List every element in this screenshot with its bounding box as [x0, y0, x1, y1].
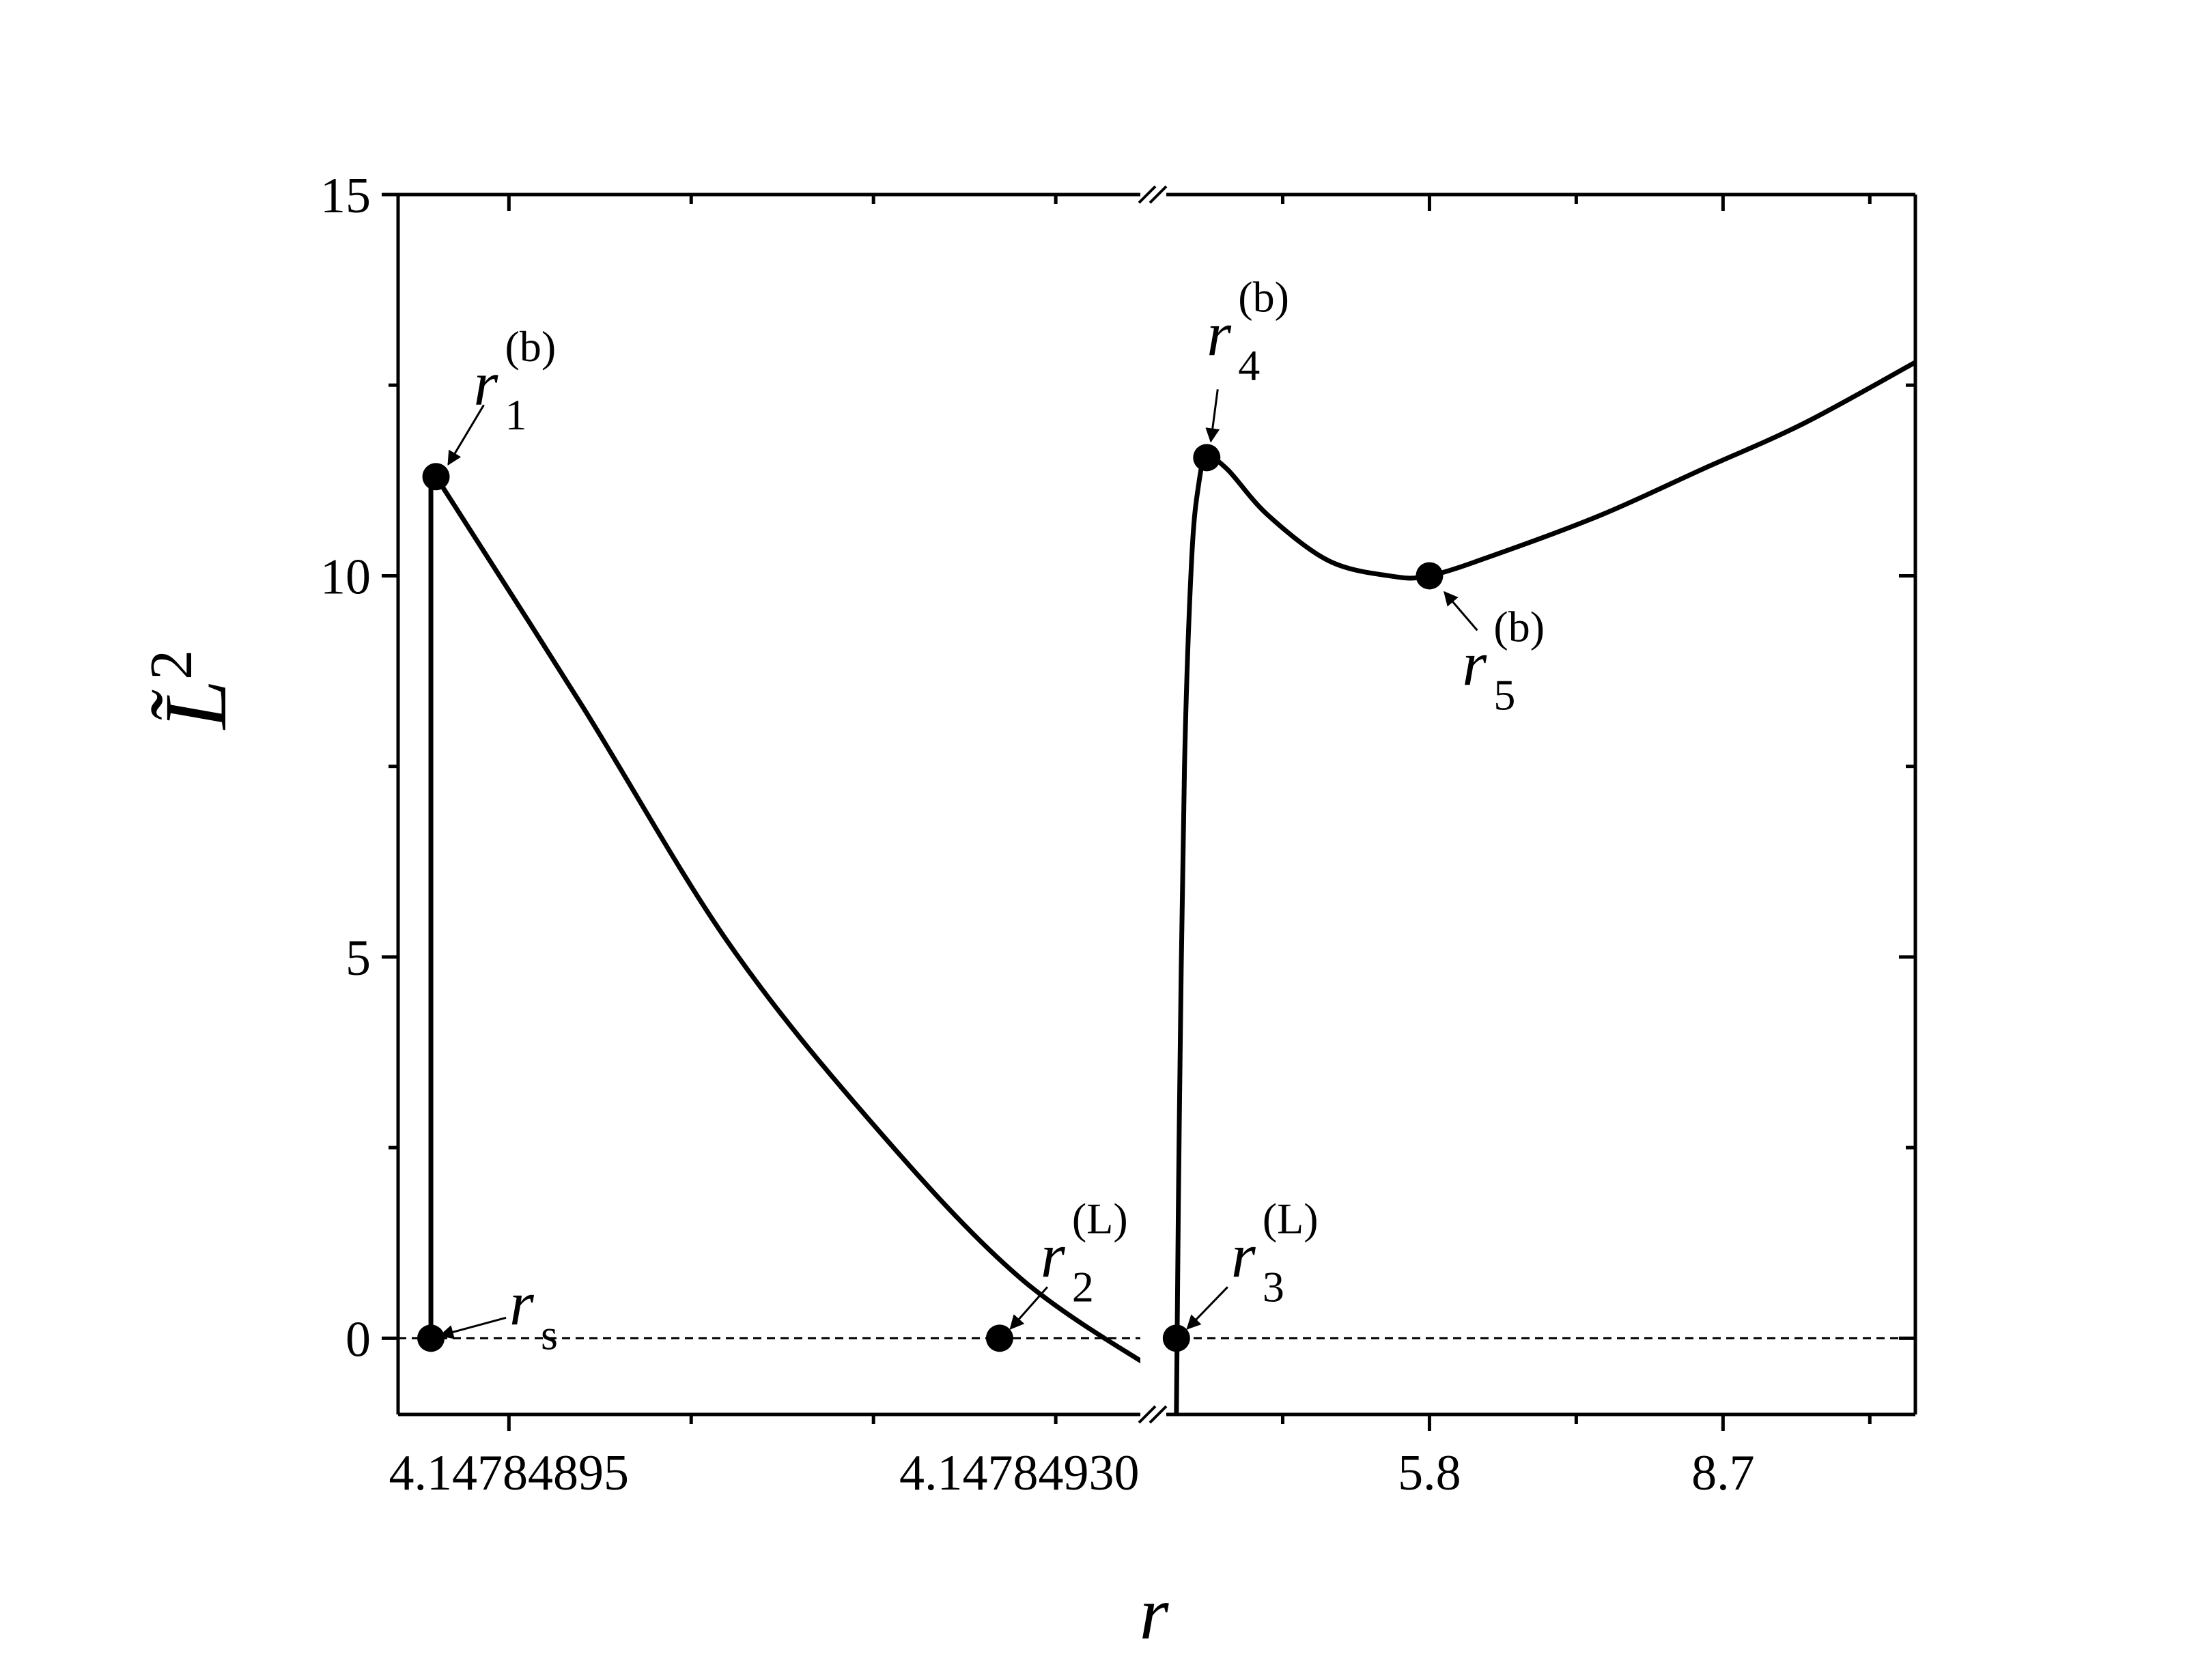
annotation-sub: 2: [1072, 1262, 1094, 1311]
annotation-arrow-4: [1205, 389, 1220, 443]
x-tick-label-right-1: 8.7: [1691, 1445, 1755, 1501]
annotation-arrow-2: [1009, 1286, 1049, 1330]
x-tick-label-left-0: 4.14784895: [389, 1445, 630, 1501]
point-annotations: r sr 1(b)r 2(L)r 3(L)r 4(b)r 5(b): [439, 272, 1545, 1358]
point-s: [417, 1324, 445, 1352]
y-axis-label: L̃2: [139, 650, 245, 730]
annotation-var: r: [474, 349, 499, 418]
plot-frame: [396, 193, 1917, 1416]
point-3: [1162, 1324, 1190, 1352]
curve-right-0: [1174, 360, 1915, 1414]
break-mark-1-0: [1138, 1405, 1157, 1424]
y-tick-label-5: 5: [346, 930, 371, 986]
annotation-arrow-s: [439, 1316, 507, 1339]
y-axis-label-main: L̃: [147, 680, 245, 730]
annotation-sub: 1: [505, 390, 527, 439]
annotation-sup: (b): [1238, 272, 1289, 321]
point-5: [1416, 562, 1444, 590]
annotation-label-2: r 2 (L): [1041, 1194, 1128, 1311]
y-tick-label-0: 0: [346, 1311, 371, 1367]
annotation-label-3: r 3 (L): [1231, 1194, 1319, 1311]
axis-break-marks: [1138, 185, 1168, 1424]
annotation-label-5: r 5 (b): [1462, 602, 1545, 719]
x-tick-label-left-1: 4.14784930: [899, 1445, 1140, 1501]
annotation-arrow-5: [1444, 590, 1478, 631]
break-mark-0-1: [1149, 185, 1168, 204]
annotation-var: r: [1231, 1221, 1256, 1290]
annotation-label-1: r 1 (b): [474, 322, 557, 439]
annotation-arrow-3: [1186, 1286, 1228, 1330]
x-tick-label-right-0: 5.8: [1398, 1445, 1461, 1501]
annotation-var: r: [1041, 1221, 1066, 1290]
annotation-sup: (b): [505, 322, 557, 371]
annotation-var: r: [509, 1268, 535, 1338]
marked-points: [417, 444, 1444, 1352]
annotation-sup: (L): [1072, 1194, 1128, 1242]
y-tick-label-15: 15: [320, 168, 371, 224]
annotation-sub: s: [541, 1310, 558, 1358]
annotation-arrow-1: [447, 404, 485, 466]
annotation-var: r: [1462, 629, 1487, 698]
break-mark-1-1: [1149, 1405, 1168, 1424]
axis-ticks: [382, 193, 1915, 1431]
point-4: [1193, 444, 1221, 472]
point-1: [422, 463, 450, 491]
y-axis-label-sup: 2: [139, 650, 205, 680]
annotation-label-4: r 4 (b): [1207, 272, 1289, 389]
annotation-sup: (b): [1493, 602, 1545, 651]
annotation-sub: 3: [1263, 1262, 1284, 1311]
curves: [428, 360, 1915, 1414]
curve-left-1: [434, 475, 1140, 1364]
annotation-sub: 4: [1238, 341, 1260, 389]
annotation-var: r: [1207, 299, 1232, 369]
y-tick-label-10: 10: [320, 549, 371, 605]
annotation-sub: 5: [1493, 670, 1515, 719]
break-mark-0-0: [1138, 185, 1157, 204]
point-2: [985, 1324, 1013, 1352]
svg-text:L̃2: L̃2: [139, 650, 245, 730]
annotation-sup: (L): [1263, 1194, 1319, 1242]
x-axis-label: r: [1140, 1571, 1170, 1655]
